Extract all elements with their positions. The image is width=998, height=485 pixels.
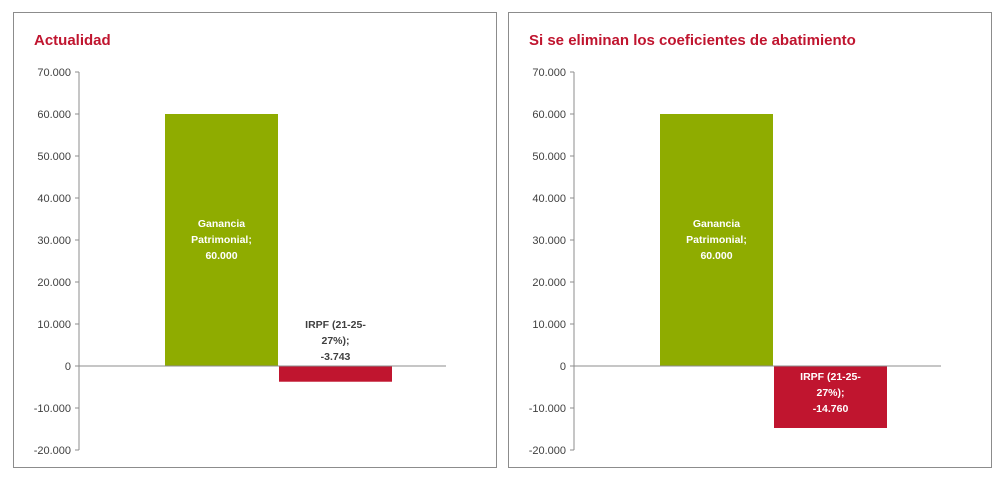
y-tick-label: 0: [65, 361, 71, 373]
y-tick-label: 10.000: [532, 319, 566, 331]
y-tick-label: -10.000: [34, 403, 71, 415]
bar-data-label: 60.000: [700, 250, 732, 262]
bar-data-label: 27%);: [321, 335, 349, 347]
y-tick-label: 70.000: [37, 67, 71, 79]
chart-panel-right: Si se eliminan los coeficientes de abati…: [508, 12, 992, 468]
bar-irpf: [279, 366, 392, 382]
chart-right-svg: Si se eliminan los coeficientes de abati…: [529, 32, 941, 457]
bar-data-label: 27%);: [816, 387, 844, 399]
bar-data-label: Patrimonial;: [191, 234, 252, 246]
y-tick-label: 60.000: [532, 109, 566, 121]
y-tick-label: 10.000: [37, 319, 71, 331]
bar-irpf: [774, 366, 887, 428]
y-tick-label: 50.000: [37, 151, 71, 163]
chart-panel-left: Actualidad -20.000 -10.000 0 10.000 20.000 30.…: [13, 12, 497, 468]
y-tick-label: -10.000: [529, 403, 566, 415]
bar-data-label: Ganancia: [198, 218, 245, 230]
bar-data-label: -3.743: [321, 351, 351, 363]
y-tick-label: 0: [560, 361, 566, 373]
y-tick-label: 50.000: [532, 151, 566, 163]
y-tick-label: -20.000: [529, 445, 566, 457]
bar-data-label: Ganancia: [693, 218, 740, 230]
bar-ganancia: [660, 114, 773, 366]
y-tick-label: 40.000: [532, 193, 566, 205]
chart-title: Actualidad: [34, 32, 111, 49]
bar-data-label: Patrimonial;: [686, 234, 747, 246]
chart-left-svg: Actualidad -20.000 -10.000 0 10.000 20.000 30.…: [34, 32, 446, 457]
bar-ganancia: [165, 114, 278, 366]
y-tick-label: 30.000: [532, 235, 566, 247]
y-tick-label: 20.000: [37, 277, 71, 289]
y-tick-label: 40.000: [37, 193, 71, 205]
y-tick-label: 60.000: [37, 109, 71, 121]
bar-data-label: 60.000: [205, 250, 237, 262]
y-tick-label: 70.000: [532, 67, 566, 79]
bar-data-label: IRPF (21-25-: [305, 319, 366, 331]
y-tick-label: -20.000: [34, 445, 71, 457]
chart-title: Si se eliminan los coeficientes de abati…: [529, 32, 856, 49]
y-tick-label: 30.000: [37, 235, 71, 247]
bar-data-label: -14.760: [813, 403, 849, 415]
y-tick-label: 20.000: [532, 277, 566, 289]
bar-data-label: IRPF (21-25-: [800, 371, 861, 383]
